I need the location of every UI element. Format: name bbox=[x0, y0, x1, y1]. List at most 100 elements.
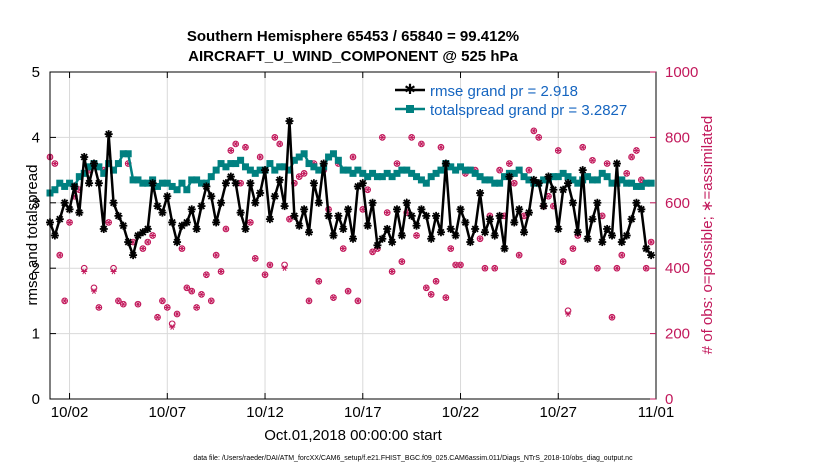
obs-assimilated-point bbox=[257, 154, 264, 160]
totalspread-point bbox=[383, 169, 391, 177]
rmse-point bbox=[124, 238, 133, 247]
totalspread-point bbox=[305, 160, 313, 168]
rmse-point bbox=[539, 202, 548, 211]
totalspread-point bbox=[110, 166, 118, 174]
obs-assimilated-point bbox=[413, 232, 420, 239]
obs-assimilated-point bbox=[633, 147, 640, 154]
rmse-point bbox=[280, 202, 289, 211]
rmse-point bbox=[485, 215, 494, 224]
rmse-point bbox=[412, 221, 421, 230]
rmse-point bbox=[505, 172, 514, 181]
obs-assimilated-point bbox=[579, 144, 586, 151]
totalspread-point bbox=[325, 153, 333, 161]
rmse-point bbox=[50, 231, 59, 240]
totalspread-point bbox=[457, 163, 465, 171]
totalspread-point bbox=[266, 160, 274, 168]
obs-assimilated-point bbox=[418, 141, 425, 147]
obs-assimilated-point bbox=[506, 160, 513, 167]
totalspread-point bbox=[569, 176, 577, 184]
totalspread-point bbox=[173, 186, 181, 194]
obs-assimilated-point bbox=[447, 245, 454, 252]
totalspread-point bbox=[515, 166, 523, 174]
series-layer bbox=[46, 117, 656, 330]
obs-assimilated-point bbox=[433, 278, 440, 285]
rmse-point bbox=[373, 241, 382, 250]
totalspread-point bbox=[369, 169, 377, 177]
obs-assimilated-point bbox=[511, 180, 518, 187]
obs-assimilated-point bbox=[457, 262, 464, 268]
rmse-point bbox=[583, 234, 592, 243]
rmse-point bbox=[236, 208, 245, 217]
obs-assimilated-point bbox=[530, 128, 537, 134]
rmse-point bbox=[612, 159, 621, 168]
obs-assimilated-point bbox=[134, 301, 141, 308]
obs-assimilated-point bbox=[408, 134, 415, 141]
obs-assimilated-point bbox=[521, 213, 528, 219]
totalspread-point bbox=[295, 153, 303, 161]
rmse-point bbox=[422, 211, 431, 220]
obs-assimilated-point bbox=[276, 141, 283, 147]
rmse-point bbox=[568, 198, 577, 207]
obs-assimilated-point bbox=[115, 298, 122, 304]
obs-assimilated-point bbox=[345, 288, 352, 294]
x-tick-label: 10/17 bbox=[344, 404, 382, 421]
rmse-point bbox=[251, 198, 260, 207]
y-tick-label-right: 200 bbox=[665, 326, 690, 343]
obs-assimilated-point bbox=[525, 167, 532, 173]
totalspread-point bbox=[237, 156, 245, 164]
rmse-point bbox=[226, 172, 235, 181]
rmse-point bbox=[231, 179, 240, 188]
rmse-point bbox=[490, 231, 499, 240]
rmse-point bbox=[588, 215, 597, 224]
totalspread-point bbox=[329, 150, 337, 158]
totalspread-point bbox=[549, 173, 557, 181]
totalspread-point bbox=[349, 169, 357, 177]
y-tick-label-right: 0 bbox=[665, 391, 673, 408]
totalspread-point bbox=[227, 160, 235, 168]
totalspread-point bbox=[310, 163, 318, 171]
obs-assimilated-point bbox=[56, 252, 63, 258]
totalspread-point bbox=[417, 176, 425, 184]
obs-assimilated-point bbox=[481, 265, 488, 272]
totalspread-point bbox=[481, 176, 489, 184]
totalspread-point bbox=[427, 173, 435, 181]
y-tick-label-left: 2 bbox=[32, 260, 40, 277]
rmse-point bbox=[383, 224, 392, 233]
rmse-point bbox=[187, 205, 196, 214]
obs-assimilated-point bbox=[139, 245, 146, 252]
rmse-point bbox=[397, 231, 406, 240]
totalspread-point bbox=[632, 182, 640, 190]
rmse-point bbox=[256, 188, 265, 197]
obs-assimilated-point bbox=[169, 324, 176, 330]
obs-assimilated-point bbox=[164, 304, 171, 311]
obs-assimilated-point bbox=[154, 314, 161, 321]
rmse-point bbox=[466, 238, 475, 247]
y-tick-label-left: 1 bbox=[32, 326, 40, 343]
totalspread-point bbox=[510, 169, 518, 177]
totalspread-point bbox=[584, 173, 592, 181]
obs-assimilated-point bbox=[247, 219, 254, 226]
rmse-point bbox=[143, 224, 152, 233]
obs-assimilated-point bbox=[398, 258, 405, 265]
obs-assimilated-point bbox=[618, 252, 625, 258]
totalspread-point bbox=[637, 182, 645, 190]
rmse-point bbox=[593, 198, 602, 207]
rmse-point bbox=[99, 224, 108, 233]
obs-assimilated-point bbox=[222, 226, 229, 232]
totalspread-point bbox=[344, 166, 352, 174]
obs-assimilated-point bbox=[213, 252, 220, 258]
totalspread-point bbox=[364, 173, 372, 181]
totalspread-point bbox=[168, 182, 176, 190]
rmse-point bbox=[559, 185, 568, 194]
totalspread-point bbox=[51, 186, 59, 194]
obs-assimilated-point bbox=[393, 160, 400, 167]
obs-assimilated-point bbox=[227, 147, 234, 154]
rmse-point bbox=[168, 218, 177, 227]
x-tick-label: 10/27 bbox=[539, 404, 577, 421]
totalspread-point bbox=[100, 169, 108, 177]
rmse-point bbox=[427, 234, 436, 243]
totalspread-point bbox=[432, 169, 440, 177]
totalspread-point bbox=[520, 173, 528, 181]
rmse-point bbox=[446, 224, 455, 233]
rmse-point bbox=[510, 218, 519, 227]
